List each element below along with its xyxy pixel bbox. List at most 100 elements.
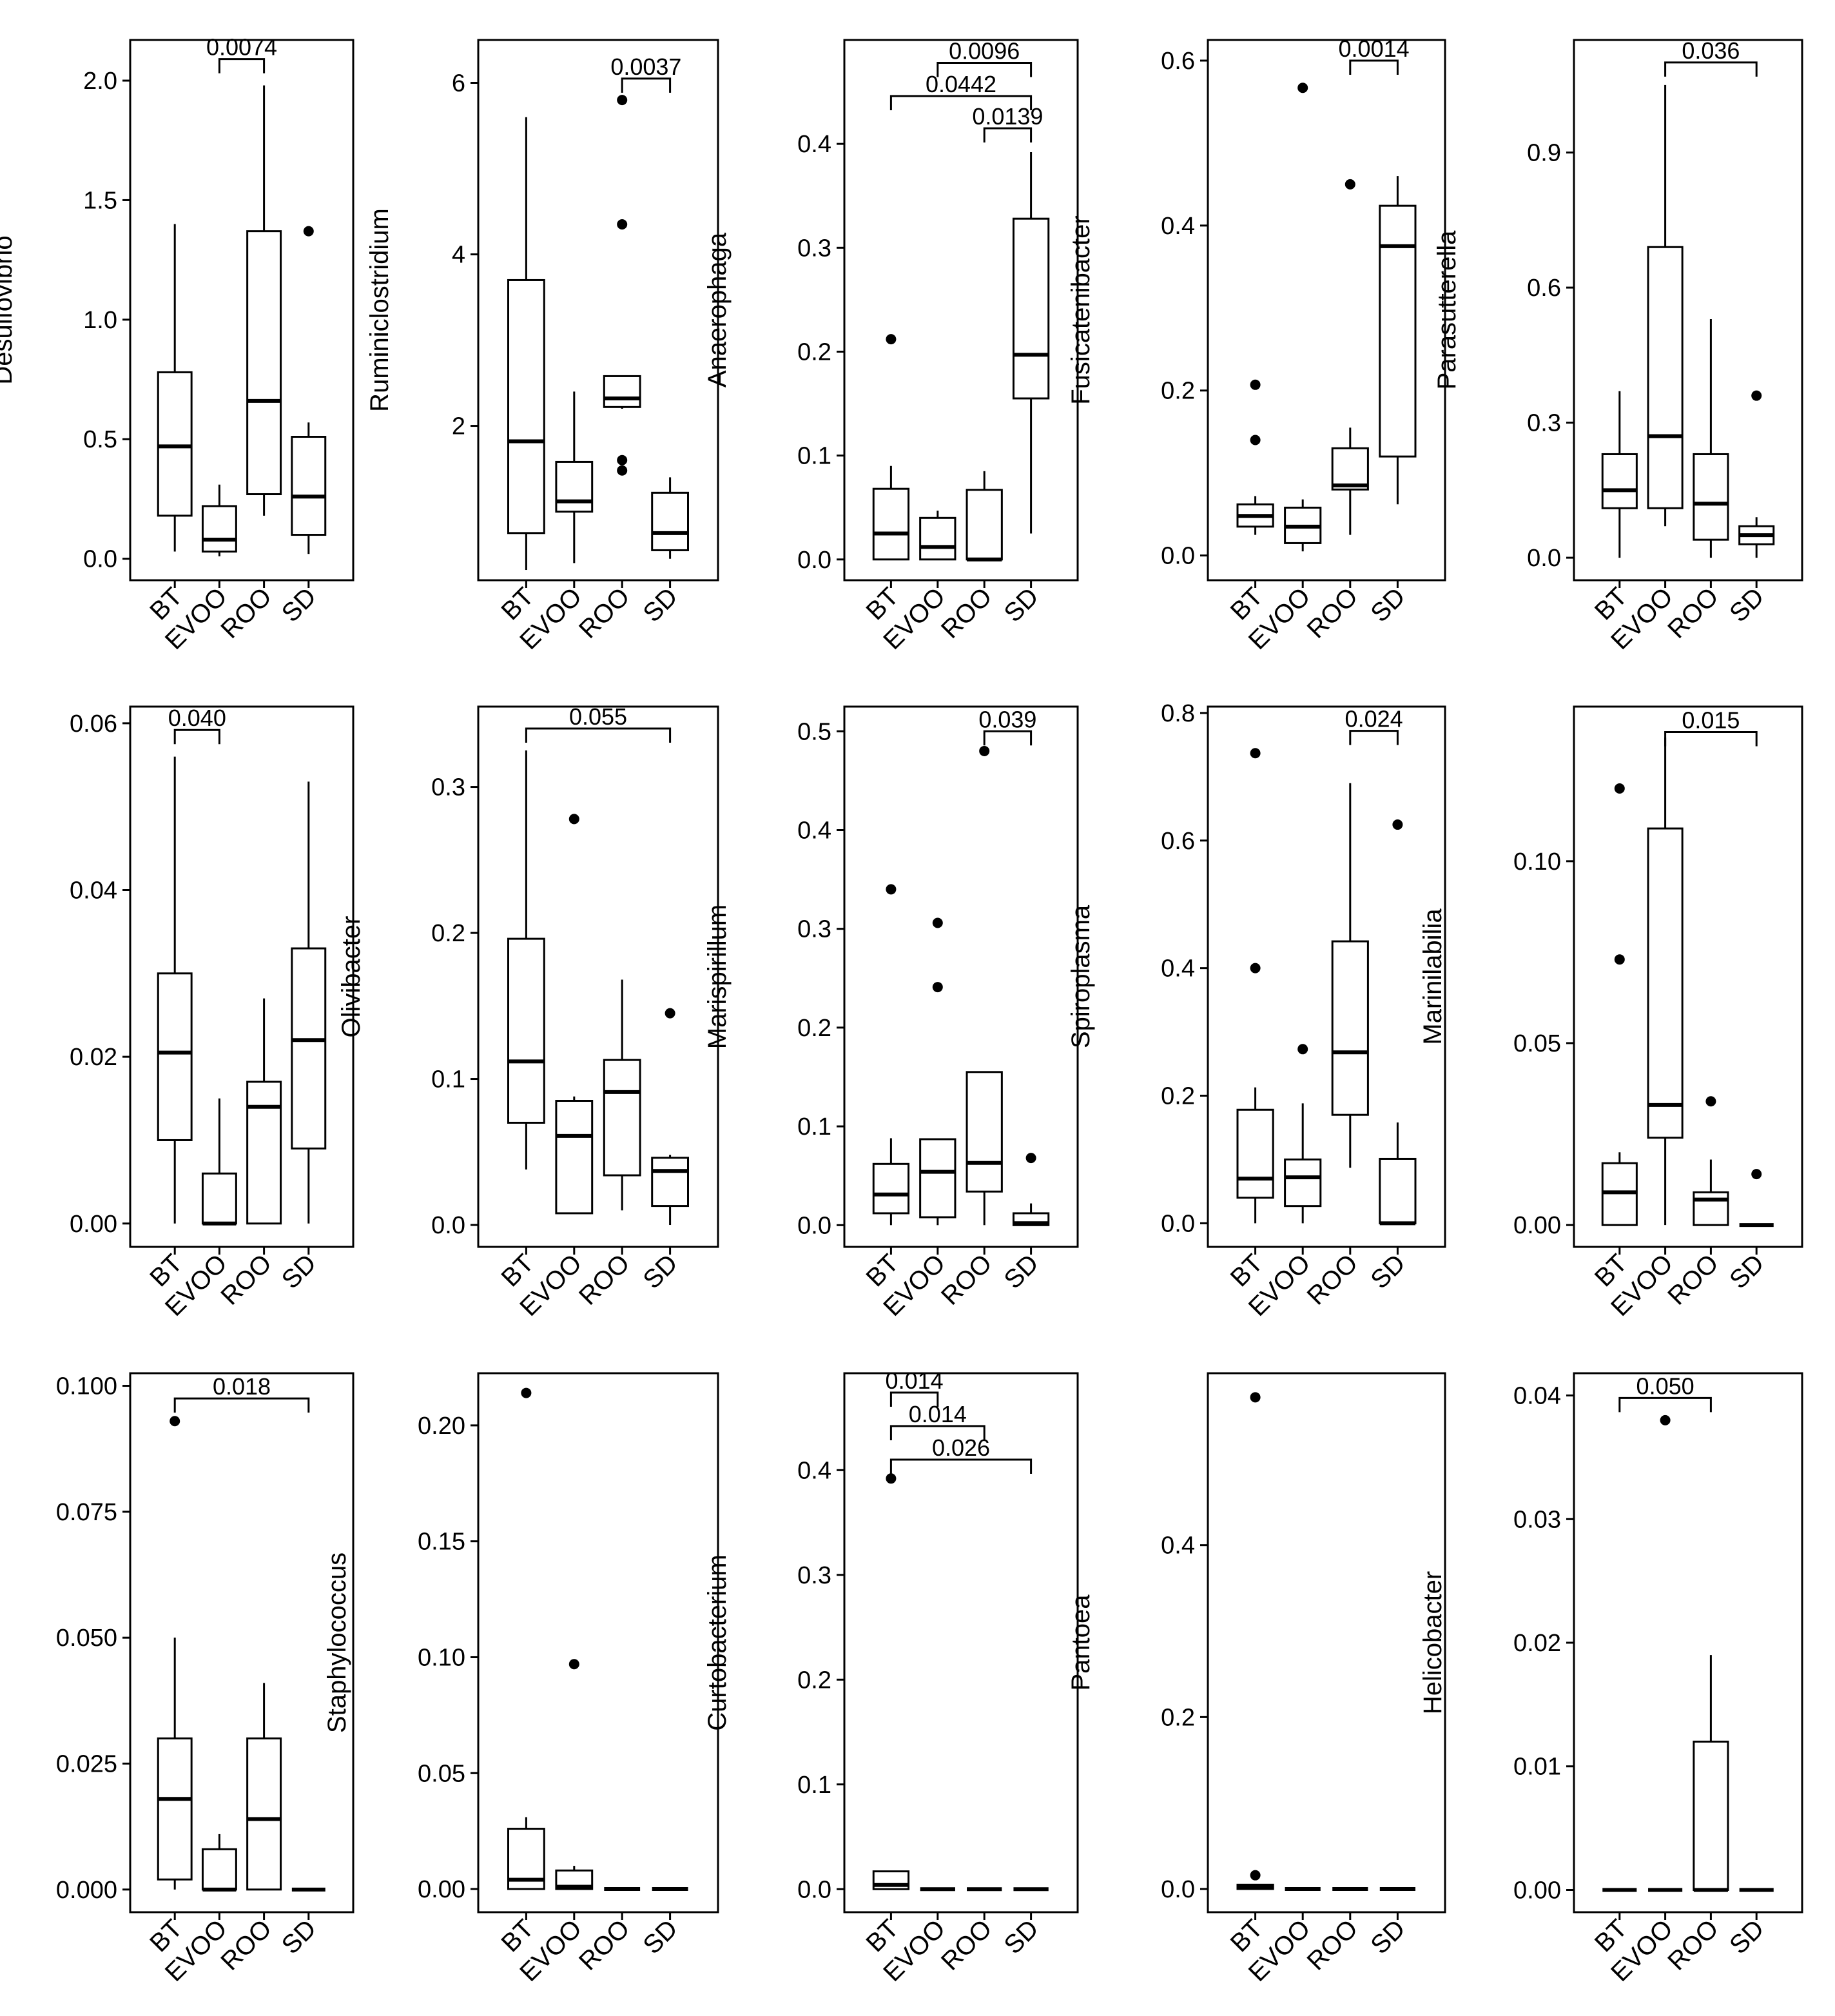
panel-border bbox=[843, 1372, 1079, 1913]
x-tick-label: ROO bbox=[936, 1249, 998, 1311]
x-tick-label: SD bbox=[999, 1249, 1044, 1294]
outlier-point bbox=[303, 226, 314, 237]
y-tick-label: 0.0 bbox=[83, 546, 117, 573]
iqr-box bbox=[246, 1737, 282, 1891]
y-tick-label: 0.00 bbox=[418, 1876, 465, 1903]
x-tick-label: ROO bbox=[1662, 582, 1724, 644]
x-tick-label: ROO bbox=[215, 1249, 277, 1311]
x-tick-label: SD bbox=[1365, 1914, 1410, 1959]
y-tick-label: 1.0 bbox=[83, 307, 117, 334]
y-axis-label: Spiroplasma bbox=[1067, 905, 1095, 1048]
y-axis-label: Staphylococcus bbox=[323, 1552, 351, 1733]
box-bt bbox=[1236, 748, 1274, 1224]
y-tick-label: 0.4 bbox=[1161, 1532, 1195, 1560]
y-tick-label: 0.04 bbox=[70, 877, 117, 905]
y-tick-label: 0.000 bbox=[56, 1877, 117, 1904]
y-tick-label: 0.025 bbox=[56, 1751, 117, 1778]
outlier-point bbox=[1297, 83, 1308, 93]
y-tick-label: 0.0 bbox=[1161, 543, 1195, 570]
significance-bracket bbox=[173, 1397, 310, 1413]
x-tick-label: SD bbox=[638, 582, 683, 627]
y-tick-label: 0.1 bbox=[431, 1066, 465, 1093]
significance-label: 0.0139 bbox=[972, 103, 1043, 130]
outlier-point bbox=[1392, 819, 1403, 830]
panel-border bbox=[843, 705, 1079, 1248]
x-tick-label: SD bbox=[277, 1914, 322, 1959]
iqr-box bbox=[157, 972, 193, 1141]
y-tick-label: 0.100 bbox=[56, 1373, 117, 1400]
box-evoo bbox=[1284, 83, 1322, 552]
x-tick-label: ROO bbox=[936, 1914, 998, 1976]
y-tick-label: 0.3 bbox=[797, 1562, 831, 1589]
y-tick-label: 0.4 bbox=[797, 817, 831, 844]
y-tick-label: 0.05 bbox=[1513, 1030, 1561, 1057]
x-tick-label: ROO bbox=[936, 582, 998, 644]
iqr-box bbox=[1647, 246, 1684, 509]
y-tick-label: 0.2 bbox=[1161, 1083, 1195, 1110]
box-bt bbox=[157, 756, 193, 1224]
box-roo bbox=[246, 85, 282, 516]
iqr-box bbox=[555, 1100, 594, 1215]
iqr-box bbox=[919, 1138, 956, 1218]
outlier-point bbox=[617, 465, 628, 476]
box-evoo bbox=[919, 917, 956, 1226]
significance-label: 0.026 bbox=[932, 1434, 990, 1461]
significance-bracket bbox=[1618, 1396, 1712, 1413]
box-roo bbox=[1693, 1655, 1729, 1892]
box-evoo bbox=[555, 814, 594, 1215]
y-axis-label: Christensenella bbox=[0, 887, 3, 1065]
box-roo bbox=[1693, 318, 1729, 558]
significance-bracket bbox=[1664, 731, 1758, 747]
outlier-point bbox=[1345, 179, 1355, 190]
y-tick-label: 0.06 bbox=[70, 710, 117, 738]
significance-label: 0.040 bbox=[168, 705, 226, 731]
box-sd bbox=[1012, 152, 1050, 534]
significance-label: 0.014 bbox=[909, 1401, 967, 1427]
y-axis-label: Fusicatenibacter bbox=[1067, 215, 1095, 404]
y-tick-label: 0.2 bbox=[797, 338, 831, 366]
outlier-point bbox=[1751, 1169, 1762, 1180]
y-tick-label: 0.00 bbox=[70, 1211, 117, 1238]
significance-bracket bbox=[983, 127, 1033, 142]
y-tick-label: 1.5 bbox=[83, 187, 117, 214]
box-evoo bbox=[555, 391, 594, 563]
iqr-box bbox=[157, 1737, 193, 1881]
y-axis-label: Curtobacterium bbox=[703, 1554, 732, 1730]
box-sd bbox=[651, 1008, 690, 1226]
box-bt bbox=[157, 224, 193, 552]
y-tick-label: 0.0 bbox=[1527, 545, 1561, 572]
y-tick-label: 0.0 bbox=[797, 1212, 831, 1239]
outlier-point bbox=[1250, 435, 1261, 445]
box-bt bbox=[872, 884, 910, 1226]
iqr-box bbox=[507, 937, 545, 1124]
significance-label: 0.0096 bbox=[949, 37, 1020, 64]
box-evoo bbox=[201, 1098, 237, 1226]
box-sd bbox=[291, 226, 327, 554]
outlier-point bbox=[1614, 954, 1625, 965]
panel-border bbox=[477, 1372, 719, 1913]
box-roo bbox=[1331, 783, 1369, 1168]
y-tick-label: 0.3 bbox=[1527, 410, 1561, 437]
significance-bracket bbox=[889, 95, 1033, 111]
significance-bracket bbox=[218, 58, 266, 73]
x-tick-label: ROO bbox=[215, 1914, 277, 1976]
y-tick-label: 0.8 bbox=[1161, 700, 1195, 727]
significance-bracket bbox=[983, 730, 1033, 746]
box-bt bbox=[1236, 379, 1274, 535]
box-evoo bbox=[555, 1659, 594, 1890]
iqr-box bbox=[157, 371, 193, 517]
y-tick-label: 0.1 bbox=[797, 1113, 831, 1140]
y-tick-label: 0.3 bbox=[431, 774, 465, 801]
outlier-point bbox=[1250, 963, 1261, 974]
iqr-box bbox=[1693, 1191, 1729, 1226]
box-roo bbox=[246, 1683, 282, 1891]
iqr-box bbox=[919, 516, 956, 561]
significance-bracket bbox=[1664, 61, 1758, 77]
y-tick-label: 0.3 bbox=[797, 235, 831, 262]
outlier-point bbox=[617, 455, 628, 465]
